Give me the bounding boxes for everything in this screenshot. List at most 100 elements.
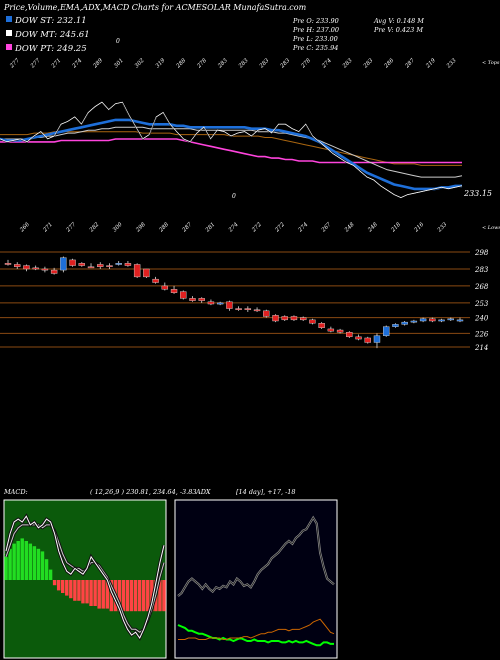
candle-up <box>419 318 427 322</box>
macd-histogram-bar <box>85 580 89 604</box>
macd-histogram-bar <box>77 580 81 601</box>
candle-down <box>290 316 298 321</box>
macd-histogram-bar <box>36 548 41 580</box>
ema-series-line-2 <box>0 126 463 178</box>
adx-panel <box>174 499 338 659</box>
macd-histogram-bar <box>40 551 45 580</box>
candle-up <box>438 319 445 322</box>
price-axis-label: 253 <box>474 300 489 308</box>
adx-plus-di-line <box>177 624 334 647</box>
candle-down <box>364 337 371 343</box>
macd-histogram-bar <box>12 543 16 580</box>
price-axis-label: 298 <box>474 249 489 257</box>
candle-down <box>318 323 325 328</box>
ema-series-line-3 <box>0 138 462 164</box>
stat-pre-low: Pre L: 233.00 <box>292 35 338 43</box>
macd-histogram-bar <box>117 580 122 612</box>
price-axis-label: 226 <box>474 330 489 338</box>
ema-lows-label: < Lows <box>482 225 500 231</box>
candle-up <box>410 320 418 323</box>
candle-down <box>87 266 95 269</box>
macd-histogram-bar <box>69 580 73 599</box>
macd-panel <box>3 499 167 659</box>
ema-top-label: 301 <box>113 58 125 70</box>
macd-histogram-bar <box>56 580 61 591</box>
candle-down <box>4 263 12 265</box>
candle-down <box>346 332 353 338</box>
legend-swatch-pt <box>6 44 12 50</box>
macd-histogram-bar <box>28 543 33 580</box>
candle-down <box>23 265 30 270</box>
stat-avg-volume: Avg V: 0.148 M <box>373 17 424 25</box>
candle-down <box>124 263 132 266</box>
price-axis-label: 268 <box>474 283 489 291</box>
macd-histogram-bar <box>105 580 109 609</box>
price-axis-label: 283 <box>474 266 489 274</box>
macd-histogram-bar <box>146 580 150 612</box>
candle-down <box>69 259 76 266</box>
macd-histogram-bar <box>137 580 142 612</box>
price-axis-label: 240 <box>474 315 489 323</box>
candle-down <box>336 329 344 333</box>
stat-pre-volume: Pre V: 0.423 M <box>373 26 423 34</box>
candle-down <box>97 264 104 267</box>
candle-down <box>41 268 49 271</box>
candle-down <box>189 298 196 301</box>
candle-down <box>253 309 261 312</box>
macd-histogram-bar <box>93 580 97 606</box>
candle-down <box>50 269 58 274</box>
adx-label: ADX <box>195 488 211 496</box>
candle-up <box>373 335 381 343</box>
marker-zero: 0 <box>116 38 120 45</box>
macd-histogram-bar <box>8 548 12 580</box>
candle-down <box>161 285 169 290</box>
candle-up <box>456 319 464 322</box>
candle-down <box>226 301 233 309</box>
candle-down <box>281 316 288 321</box>
macd-histogram-bar <box>89 580 93 606</box>
candle-up <box>392 324 399 327</box>
ema-series-shadow <box>0 102 463 199</box>
legend-dow-st: DOW ST: 232.11 <box>14 16 87 26</box>
macd-histogram-bar <box>4 554 8 580</box>
macd-histogram-bar <box>81 580 85 604</box>
macd-histogram-bar <box>48 569 53 580</box>
candle-up <box>383 326 390 336</box>
macd-histogram-bar <box>109 580 114 612</box>
candle-down <box>429 318 436 322</box>
macd-histogram-bar <box>129 580 134 612</box>
candle-down <box>180 291 187 299</box>
candle-down <box>170 289 178 293</box>
macd-line <box>5 515 165 639</box>
chart-title: Price,Volume,EMA,ADX,MACD Charts for ACM… <box>3 3 307 12</box>
macd-histogram-bar <box>97 580 101 609</box>
candle-down <box>198 298 205 301</box>
macd-label: MACD: <box>3 488 28 496</box>
candlestick-panel: 298 283 268 253 240 226 214 <box>0 249 489 352</box>
macd-params: ( 12,26,9 ) 230.81, 234.64, -3.83 <box>90 488 197 496</box>
macd-histogram-bar <box>20 538 24 580</box>
candle-up <box>216 302 224 305</box>
last-price-label: 233.15 <box>463 189 492 198</box>
legend-dow-pt: DOW PT: 249.25 <box>14 44 87 54</box>
macd-histogram-bar <box>24 541 28 580</box>
macd-histogram-bar <box>101 580 105 609</box>
candle-down <box>78 263 85 266</box>
legend: DOW ST: 232.11 DOW MT: 245.61 DOW PT: 24… <box>6 16 90 54</box>
candle-down <box>133 264 141 278</box>
stat-pre-close: Pre C: 235.94 <box>292 44 338 52</box>
macd-histogram-bar <box>142 580 146 612</box>
legend-dow-mt: DOW MT: 245.61 <box>14 30 90 40</box>
candle-down <box>327 328 335 332</box>
stats-block: Pre O: 233.90 Pre H: 237.00 Pre L: 233.0… <box>292 17 424 52</box>
macd-histogram-bar <box>65 580 69 596</box>
macd-histogram-bar <box>44 559 49 580</box>
macd-histogram-bar <box>73 580 77 601</box>
stat-pre-high: Pre H: 237.00 <box>292 26 339 34</box>
candle-up <box>447 318 454 321</box>
macd-histogram-bar <box>158 580 162 612</box>
candle-down <box>355 336 362 340</box>
macd-histogram-bar <box>125 580 130 612</box>
macd-histogram-bar <box>52 580 57 586</box>
